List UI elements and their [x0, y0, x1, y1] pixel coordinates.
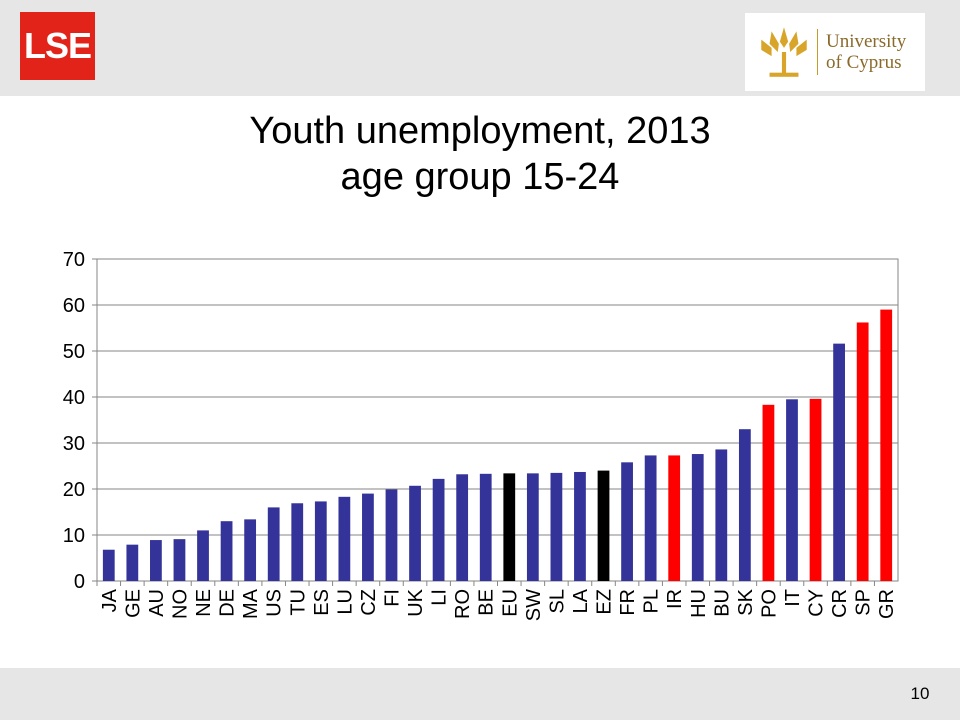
- bar-us: [267, 507, 280, 581]
- bar-no: [173, 539, 186, 581]
- ucy-wordmark-line2: of Cyprus: [826, 52, 902, 73]
- y-tick-label: 50: [63, 341, 85, 363]
- bar-po: [762, 404, 775, 581]
- bar-ir: [668, 455, 681, 581]
- y-tick-label: 30: [63, 433, 85, 455]
- x-tick-label: TU: [287, 589, 309, 616]
- x-tick-label: IR: [664, 589, 686, 609]
- ucy-wordmark-line1: University: [826, 31, 907, 52]
- bar-ez: [597, 470, 610, 581]
- bar-uk: [409, 485, 421, 581]
- x-tick-label: UK: [405, 588, 427, 616]
- x-tick-label: PL: [641, 589, 663, 613]
- bar-lu: [338, 496, 351, 581]
- chart-title: Youth unemployment, 2013 age group 15-24: [0, 108, 960, 200]
- x-tick-label: BU: [711, 589, 733, 617]
- bar-au: [150, 540, 162, 581]
- x-tick-label: LU: [334, 589, 356, 615]
- bar-hu: [691, 454, 704, 581]
- x-tick-label: GE: [122, 589, 144, 618]
- x-tick-label: FR: [617, 589, 639, 616]
- footer-band: [0, 668, 960, 720]
- bar-es: [314, 501, 327, 581]
- x-tick-label: ES: [311, 589, 333, 616]
- x-tick-label: CZ: [358, 589, 380, 616]
- x-tick-label: AU: [146, 589, 168, 617]
- y-tick-label: 60: [63, 295, 85, 317]
- x-tick-label: NE: [193, 589, 215, 617]
- x-tick-label: DE: [217, 589, 239, 617]
- x-tick-label: LI: [429, 589, 451, 606]
- x-tick-label: SL: [546, 589, 568, 613]
- chart-title-line1: Youth unemployment, 2013: [249, 110, 711, 152]
- page-number: 10: [910, 684, 930, 703]
- bar-cz: [362, 493, 374, 581]
- bar-be: [479, 473, 492, 581]
- bar-ro: [456, 474, 469, 581]
- y-tick-label: 70: [63, 249, 85, 271]
- bar-sw: [526, 473, 539, 581]
- lse-logo: LSE: [20, 12, 95, 80]
- x-tick-label: GR: [876, 589, 898, 619]
- bar-fi: [385, 489, 398, 581]
- x-tick-label: HU: [688, 589, 710, 618]
- y-tick-label: 40: [63, 387, 85, 409]
- x-tick-label: SW: [523, 589, 545, 621]
- bar-ge: [126, 544, 139, 581]
- x-tick-label: FI: [381, 589, 403, 607]
- y-tick-label: 0: [74, 571, 85, 593]
- bar-eu: [503, 473, 516, 581]
- x-tick-label: RO: [452, 589, 474, 619]
- x-tick-label: SK: [735, 588, 757, 615]
- bar-li: [432, 478, 445, 581]
- bar-fr: [621, 462, 633, 581]
- x-tick-label: BE: [476, 589, 498, 616]
- x-tick-label: US: [264, 589, 286, 617]
- x-tick-label: MA: [240, 588, 262, 619]
- x-tick-label: PO: [758, 589, 780, 618]
- bar-la: [574, 471, 586, 581]
- bar-gr: [880, 309, 893, 581]
- x-tick-label: NO: [169, 589, 191, 619]
- x-tick-label: IT: [782, 589, 804, 607]
- bar-sk: [738, 429, 751, 581]
- bar-sl: [550, 472, 563, 581]
- bar-de: [220, 521, 233, 581]
- bar-tu: [291, 503, 304, 581]
- x-tick-label: EZ: [594, 589, 616, 615]
- x-tick-label: SP: [853, 589, 875, 616]
- ucy-wordmark: University of Cyprus: [826, 31, 906, 73]
- bar-cy: [809, 398, 822, 581]
- university-of-cyprus-logo: University of Cyprus: [745, 13, 925, 91]
- x-tick-label: EU: [499, 589, 521, 617]
- x-tick-label: CY: [806, 589, 828, 617]
- y-tick-label: 10: [63, 525, 85, 547]
- x-tick-label: JA: [99, 588, 121, 612]
- x-tick-label: CR: [829, 589, 851, 618]
- cyprus-tree-emblem-icon: [761, 27, 807, 77]
- bar-it: [786, 399, 798, 581]
- plot-frame: [96, 258, 899, 582]
- y-tick-label: 20: [63, 479, 85, 501]
- bar-cr: [833, 343, 845, 581]
- bar-ne: [197, 530, 209, 581]
- x-tick-label: LA: [570, 588, 592, 613]
- bar-sp: [856, 322, 869, 581]
- chart-title-line2: age group 15-24: [340, 156, 620, 198]
- logo-divider: [817, 29, 818, 75]
- bar-bu: [715, 449, 728, 581]
- bar-pl: [644, 455, 657, 581]
- bar-ja: [102, 549, 115, 581]
- bar-ma: [244, 519, 257, 581]
